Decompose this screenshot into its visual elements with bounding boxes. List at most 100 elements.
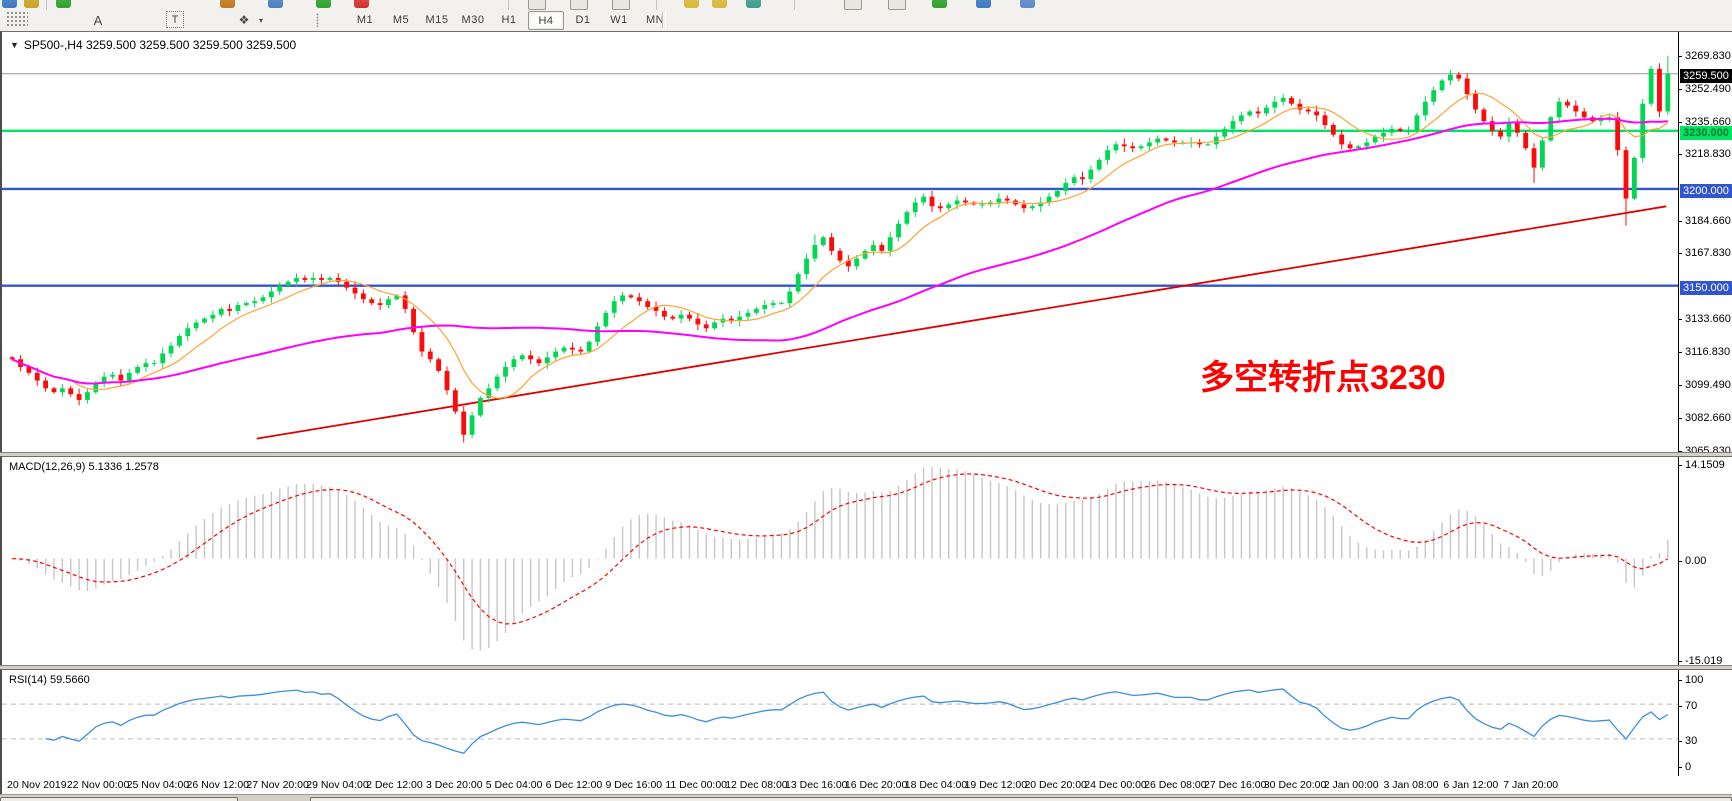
date-axis-label: 11 Dec 00:00: [665, 779, 728, 791]
toolbar-separator: [656, 0, 657, 10]
stop-testing-icon[interactable]: [354, 0, 369, 8]
timeframe-button-MN[interactable]: MN: [645, 13, 665, 26]
rsi-canvas[interactable]: [2, 670, 1678, 775]
date-axis-label: 6 Dec 12:00: [545, 779, 603, 791]
rsi-axis-border: [1678, 670, 1679, 776]
rsi-label: RSI(14) 59.5660: [9, 674, 90, 686]
chart-dropdown-icon[interactable]: ▼: [10, 40, 19, 50]
date-axis-label: 24 Dec 00:00: [1084, 779, 1147, 791]
date-axis-label: 19 Dec 12:00: [964, 779, 1028, 791]
macd-axis-label: -15.019: [1685, 655, 1723, 667]
panel-splitter[interactable]: [0, 452, 1732, 457]
toolbar-separator: [662, 12, 666, 28]
macd-axis-tick: [1678, 560, 1682, 562]
rsi-axis-tick: [1678, 680, 1682, 681]
rsi-axis-tick: [1678, 767, 1682, 768]
toolbar-separator: [316, 13, 319, 27]
macd-canvas[interactable]: [2, 457, 1678, 664]
price-axis-label: 3116.830: [1685, 345, 1731, 358]
cascade-windows-icon[interactable]: [570, 0, 588, 10]
price-axis-label: 3235.660: [1685, 115, 1731, 128]
price-axis-tick: [1678, 220, 1682, 222]
date-axis-label: 25 Nov 04:00: [126, 779, 190, 791]
date-axis: 20 Nov 2019 22 Nov 00:00 25 Nov 04:00 26 No…: [0, 776, 1732, 794]
shapes-dropdown-caret-icon[interactable]: ▾: [258, 15, 263, 25]
macd-axis-tick: [1678, 661, 1682, 662]
zoom-icon[interactable]: [24, 0, 39, 8]
text-box-tool-icon[interactable]: T: [166, 11, 184, 28]
timeframe-button-group: M1 M5 M15 M30 H1 H4 D1 W1 MN: [348, 11, 674, 30]
chart-tab[interactable]: [310, 797, 1732, 801]
start-testing-icon[interactable]: [316, 0, 331, 8]
new-chart-icon[interactable]: [2, 0, 17, 8]
rsi-panel: RSI(14) 59.5660 100 70 30 0: [0, 669, 1732, 776]
date-axis-label: 2 Jan 00:00: [1323, 779, 1379, 791]
date-axis-label: 18 Dec 04:00: [904, 779, 968, 791]
cursor-grid-icon[interactable]: [6, 11, 28, 27]
main-chart-panel: ▼ SP500-,H4 3259.500 3259.500 3259.500 3…: [0, 31, 1732, 457]
price-axis-label: 3269.830: [1685, 49, 1731, 62]
timeframe-button-W1[interactable]: W1: [610, 13, 628, 26]
panel-icon[interactable]: [1020, 0, 1035, 8]
market-watch-icon[interactable]: [268, 0, 283, 8]
web-request-icon[interactable]: [976, 0, 991, 8]
date-axis-label: 2 Dec 12:00: [366, 779, 423, 791]
price-axis-tick: [1678, 450, 1682, 452]
macd-label: MACD(12,26,9) 5.1336 1.2578: [9, 461, 159, 473]
date-axis-label: 29 Nov 04:00: [306, 779, 369, 791]
timeframe-button-M15[interactable]: M15: [425, 13, 449, 26]
toolbar-separator: [794, 0, 795, 10]
date-axis-label: 26 Dec 08:00: [1144, 779, 1207, 791]
main-chart-canvas[interactable]: [2, 32, 1678, 451]
date-axis-label: 20 Dec 20:00: [1024, 779, 1087, 791]
rsi-axis-label: 0: [1685, 761, 1692, 773]
window2-icon[interactable]: [888, 0, 906, 10]
date-axis-label: 27 Nov 20:00: [246, 779, 309, 791]
chart-tab[interactable]: [0, 797, 238, 801]
timeframe-button-M1[interactable]: M1: [356, 13, 374, 26]
price-axis-label: 3099.490: [1685, 379, 1731, 392]
window-icon[interactable]: [844, 0, 862, 10]
price-axis-tick: [1678, 55, 1682, 57]
timeframe-button-D1[interactable]: D1: [575, 13, 591, 26]
cursor-icon[interactable]: [684, 0, 699, 8]
text-label-tool-icon[interactable]: A: [93, 12, 103, 28]
price-axis-tick: [1678, 154, 1682, 156]
chart-grid-icon[interactable]: [746, 0, 761, 8]
price-axis-tick: [1678, 418, 1682, 420]
current-price-tag: 3259.500: [1680, 68, 1732, 83]
date-axis-label: 30 Dec 20:00: [1263, 779, 1327, 791]
crosshair-icon[interactable]: [712, 0, 727, 8]
date-axis-label: 16 Dec 20:00: [844, 779, 908, 791]
price-axis-label: 3167.830: [1685, 247, 1731, 260]
macd-panel: MACD(12,26,9) 5.1336 1.2578 14.1509 0.00 -…: [0, 456, 1732, 667]
tile-windows-icon[interactable]: [528, 0, 546, 10]
add-indicator-icon[interactable]: [932, 0, 947, 8]
date-axis-label: 27 Dec 16:00: [1204, 779, 1267, 791]
date-axis-label: 13 Dec 16:00: [785, 779, 848, 791]
price-axis-label: 3252.490: [1685, 83, 1731, 96]
timeframe-button-M5[interactable]: M5: [392, 13, 410, 26]
shapes-tool-icon[interactable]: ❖: [238, 13, 250, 27]
rsi-axis-label: 30: [1685, 734, 1698, 747]
price-axis-border: [1678, 32, 1679, 452]
expert-advisor-icon[interactable]: [220, 0, 235, 8]
chart-title-text: SP500-,H4 3259.500 3259.500 3259.500 325…: [23, 38, 297, 52]
panel-splitter[interactable]: [0, 665, 1732, 670]
price-axis-tick: [1678, 89, 1682, 91]
date-axis-label: 26 Nov 12:00: [186, 779, 250, 791]
timeframe-button-H4[interactable]: H4: [528, 11, 564, 30]
rsi-axis-label: 70: [1685, 700, 1698, 713]
tile-horizontal-icon[interactable]: [612, 0, 630, 10]
level-price-tag: 3200.000: [1680, 183, 1732, 198]
chart-title: ▼ SP500-,H4 3259.500 3259.500 3259.500 3…: [10, 38, 296, 52]
timeframe-button-M30[interactable]: M30: [461, 13, 485, 26]
timeframe-button-H1[interactable]: H1: [501, 13, 517, 26]
date-axis-label: 20 Nov 2019: [7, 779, 67, 791]
price-axis-label: 3218.830: [1685, 148, 1731, 161]
macd-axis-tick: [1678, 465, 1682, 466]
new-order-icon[interactable]: [56, 0, 71, 8]
date-axis-label: 5 Dec 04:00: [485, 779, 543, 791]
price-axis-label: 3082.660: [1685, 412, 1731, 425]
